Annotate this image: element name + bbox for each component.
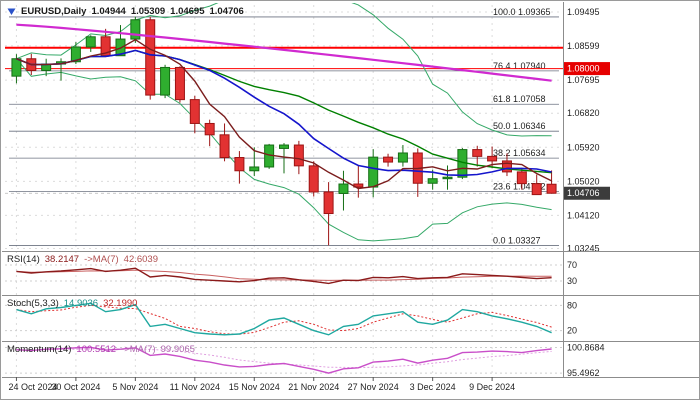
fib-label: 61.8 1.07058 bbox=[493, 94, 546, 104]
candle bbox=[501, 160, 512, 173]
price-axis-badge bbox=[564, 62, 610, 76]
indicator-axis-label: 100.8684 bbox=[567, 342, 605, 352]
price-axis-badge-text: 1.04706 bbox=[567, 188, 600, 198]
candle bbox=[487, 155, 498, 162]
indicator-axis-label: 30 bbox=[567, 276, 577, 286]
time-axis-label: 27 Nov 2024 bbox=[348, 382, 399, 392]
price-axis-label: 1.06820 bbox=[567, 108, 600, 118]
rsi-line bbox=[16, 267, 552, 285]
fib-label: 100.0 1.09365 bbox=[493, 7, 551, 17]
fib-label: 23.6 1.04752 bbox=[493, 182, 546, 192]
time-axis-label: 3 Dec 2024 bbox=[410, 382, 456, 392]
price-axis-badge-text: 1.08000 bbox=[567, 64, 600, 74]
candle bbox=[70, 46, 81, 63]
candle bbox=[219, 134, 230, 159]
long-ma-line bbox=[16, 23, 552, 82]
candle bbox=[442, 176, 453, 180]
candle bbox=[308, 165, 319, 193]
candle bbox=[189, 99, 200, 124]
fast-ma-line bbox=[16, 38, 552, 190]
stoch-main-line bbox=[16, 302, 552, 336]
bollinger-lower-band bbox=[16, 58, 552, 242]
price-axis-label: 1.03245 bbox=[567, 244, 600, 254]
candle bbox=[293, 144, 304, 167]
indicator-axis-label: 20 bbox=[567, 326, 577, 336]
candle bbox=[234, 157, 245, 172]
candle bbox=[174, 66, 185, 101]
fib-label: 76.4 1.07940 bbox=[493, 61, 546, 71]
candle bbox=[338, 183, 349, 194]
time-axis-label: 21 Nov 2024 bbox=[288, 382, 339, 392]
candle bbox=[145, 19, 156, 96]
price-axis-label: 1.08599 bbox=[567, 41, 600, 51]
indicator-axis-label: 95.4962 bbox=[567, 368, 600, 378]
price-axis-label: 1.05020 bbox=[567, 176, 600, 186]
fib-label: 38.2 1.05634 bbox=[493, 148, 546, 158]
candle bbox=[383, 156, 394, 163]
candle bbox=[204, 122, 215, 136]
price-axis-label: 1.05920 bbox=[567, 142, 600, 152]
momentum-line bbox=[16, 346, 552, 374]
momentum-ma-line bbox=[16, 348, 552, 369]
candle bbox=[427, 178, 438, 184]
candle bbox=[160, 66, 171, 96]
fib-label: 50.0 1.06346 bbox=[493, 121, 546, 131]
price-axis-label: 1.04120 bbox=[567, 210, 600, 220]
indicator-axis-label: 70 bbox=[567, 260, 577, 270]
candle bbox=[472, 149, 483, 157]
stoch-signal-line bbox=[16, 304, 552, 335]
candle bbox=[279, 144, 289, 149]
fib-label: 0.0 1.03327 bbox=[493, 235, 541, 245]
price-axis-label: 1.07695 bbox=[567, 75, 600, 85]
candle bbox=[546, 183, 557, 194]
candle bbox=[323, 191, 334, 215]
indicator-axis-label: 80 bbox=[567, 300, 577, 310]
candle bbox=[397, 152, 408, 163]
candle bbox=[368, 156, 379, 188]
rsi-ma-line bbox=[16, 269, 552, 281]
candle bbox=[11, 58, 22, 77]
price-axis-badge bbox=[564, 186, 610, 200]
time-axis-label: 9 Dec 2024 bbox=[469, 382, 515, 392]
mid-ma-line bbox=[16, 49, 552, 177]
price-axis-label: 1.09495 bbox=[567, 7, 600, 17]
time-axis-label: 15 Nov 2024 bbox=[229, 382, 280, 392]
time-axis-label: 30 Oct 2024 bbox=[51, 382, 100, 392]
candle bbox=[130, 19, 141, 40]
time-axis-label: 24 Oct 2024 bbox=[8, 382, 57, 392]
candle bbox=[85, 36, 96, 48]
candle bbox=[249, 166, 260, 172]
time-axis-label: 11 Nov 2024 bbox=[170, 382, 220, 392]
time-axis-label: 5 Nov 2024 bbox=[112, 382, 158, 392]
candle bbox=[531, 183, 542, 196]
candle bbox=[516, 171, 527, 185]
